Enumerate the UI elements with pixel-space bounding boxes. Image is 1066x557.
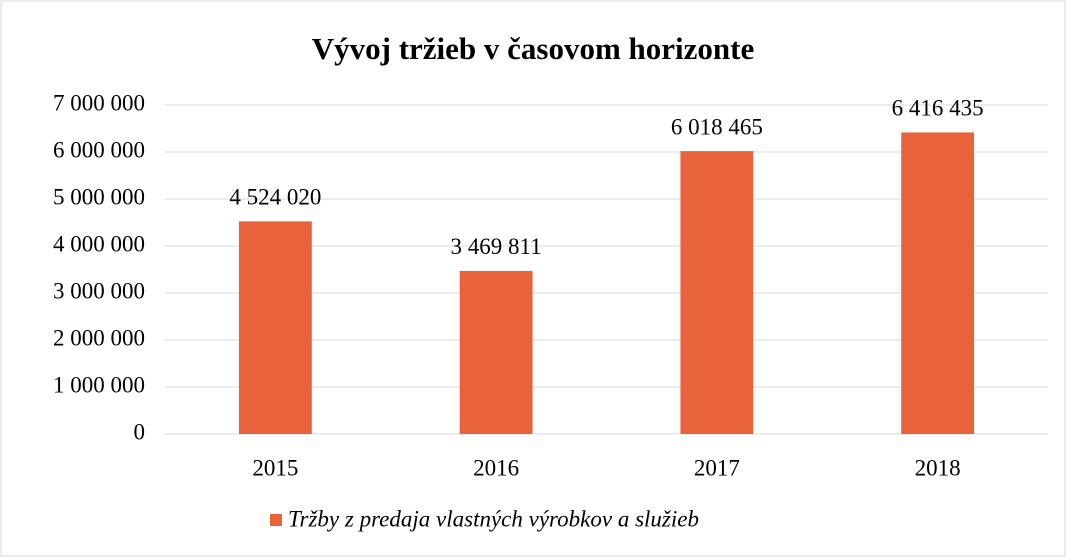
y-tick-label: 6 000 000 bbox=[53, 137, 145, 162]
x-tick-label: 2018 bbox=[915, 455, 961, 480]
x-tick-label: 2015 bbox=[252, 455, 298, 480]
bar bbox=[680, 151, 754, 434]
legend-swatch bbox=[270, 514, 282, 526]
y-tick-label: 2 000 000 bbox=[53, 325, 145, 350]
data-label: 6 416 435 bbox=[892, 96, 984, 121]
y-tick-label: 5 000 000 bbox=[53, 184, 145, 209]
y-tick-label: 1 000 000 bbox=[53, 372, 145, 397]
y-tick-label: 4 000 000 bbox=[53, 231, 145, 256]
bar bbox=[238, 221, 312, 434]
x-tick-label: 2017 bbox=[694, 455, 740, 480]
y-tick-label: 0 bbox=[134, 419, 146, 444]
bar bbox=[459, 270, 533, 434]
x-tick-label: 2016 bbox=[473, 455, 519, 480]
y-tick-label: 7 000 000 bbox=[53, 90, 145, 115]
data-label: 3 469 811 bbox=[451, 234, 542, 259]
data-label: 4 524 020 bbox=[229, 185, 321, 210]
bar bbox=[901, 132, 975, 434]
data-label: 6 018 465 bbox=[671, 114, 763, 139]
y-tick-label: 3 000 000 bbox=[53, 278, 145, 303]
legend-label: Tržby z predaja vlastných výrobkov a slu… bbox=[288, 506, 699, 531]
chart-title: Vývoj tržieb v časovom horizonte bbox=[312, 31, 755, 66]
